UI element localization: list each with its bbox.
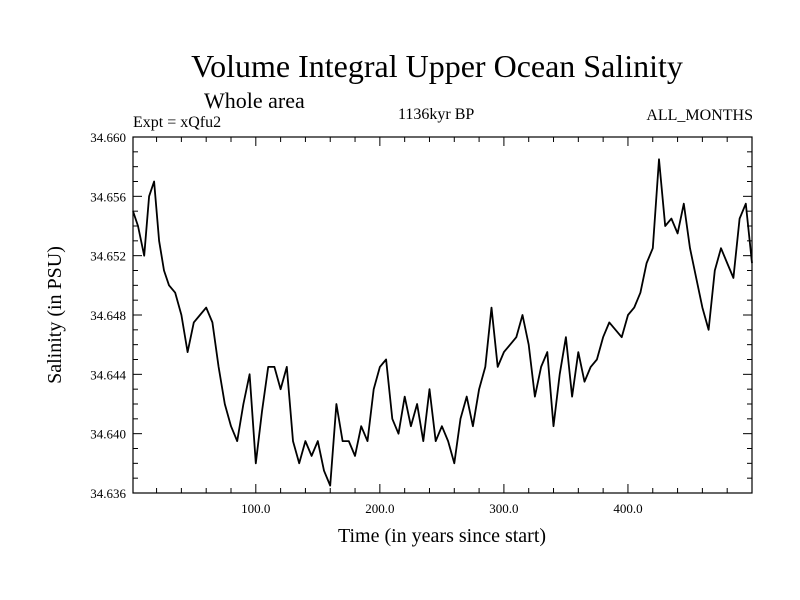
y-tick-label: 34.656 (90, 189, 126, 204)
plot-frame (132, 136, 753, 494)
y-tick-label: 34.644 (90, 367, 126, 382)
y-tick-label: 34.640 (90, 427, 126, 442)
series-line-salinity (132, 158, 753, 487)
period-label: 1136kyr BP (398, 106, 475, 123)
y-tick-label: 34.636 (90, 486, 126, 501)
y-axis-title: Salinity (in PSU) (44, 246, 66, 384)
y-tick-label: 34.660 (90, 130, 126, 145)
experiment-label: Expt = xQfu2 (133, 114, 222, 131)
months-label: ALL_MONTHS (646, 107, 753, 124)
chart-subtitle: Whole area (204, 88, 305, 113)
tick-labels: 100.0 200.0 300.0 400.0 34.636 34.640 34.644 34… (90, 130, 642, 516)
series-layer (132, 158, 753, 487)
x-tick-label: 200.0 (365, 501, 394, 516)
y-tick-label: 34.648 (90, 308, 126, 323)
chart-title: Volume Integral Upper Ocean Salinity (191, 48, 683, 84)
x-tick-label: 400.0 (613, 501, 642, 516)
y-tick-label: 34.652 (90, 249, 126, 264)
x-tick-label: 300.0 (489, 501, 518, 516)
x-tick-label: 100.0 (241, 501, 270, 516)
tick-marks (133, 136, 752, 494)
x-axis-title: Time (in years since start) (338, 525, 546, 547)
